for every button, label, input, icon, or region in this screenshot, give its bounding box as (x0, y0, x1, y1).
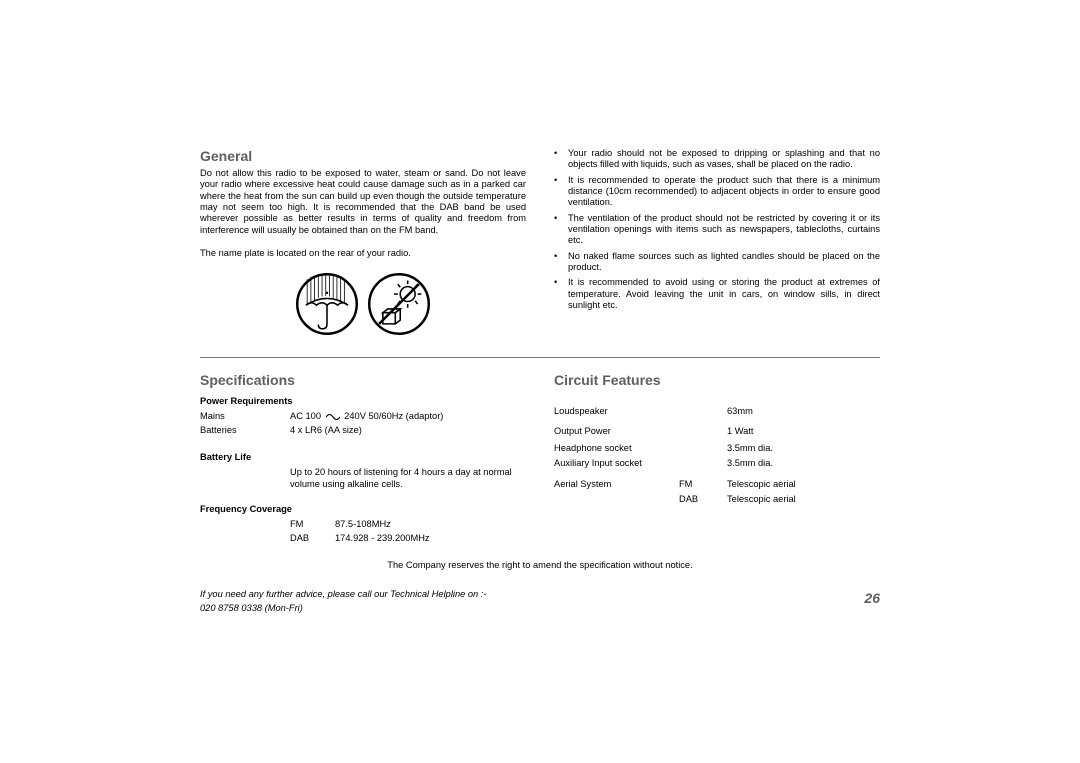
top-section: General Do not allow this radio to be ex… (200, 148, 880, 335)
no-heat-icon (368, 273, 430, 335)
general-para2: The name plate is located on the rear of… (200, 248, 526, 259)
bullet-item: Your radio should not be exposed to drip… (554, 148, 880, 171)
safety-icons (200, 273, 526, 335)
circuit-value: 1 Watt (727, 422, 880, 442)
helpline-text1: If you need any further advice, please c… (200, 588, 880, 601)
general-column: General Do not allow this radio to be ex… (200, 148, 526, 335)
batteries-label: Batteries (200, 424, 290, 438)
page-footer: If you need any further advice, please c… (200, 588, 880, 615)
bullet-item: No naked flame sources such as lighted c… (554, 251, 880, 274)
circuit-band (679, 402, 727, 422)
circuit-value: 63mm (727, 402, 880, 422)
bottom-section: Specifications Power Requirements Mains … (200, 372, 880, 546)
ac-sine-icon (326, 412, 340, 422)
circuit-band: DAB (679, 492, 727, 507)
section-divider (200, 357, 880, 358)
circuit-band (679, 422, 727, 442)
safety-bullets: Your radio should not be exposed to drip… (554, 148, 880, 311)
bullets-column: Your radio should not be exposed to drip… (554, 148, 880, 335)
mains-post: 240V 50/60Hz (adaptor) (342, 411, 444, 421)
freq-dab-label: DAB (290, 532, 335, 546)
mains-value: AC 100 240V 50/60Hz (adaptor) (290, 410, 526, 424)
bullet-item: It is recommended to operate the product… (554, 175, 880, 209)
page-number: 26 (864, 590, 880, 606)
circuit-label (554, 492, 679, 507)
circuit-row: DAB Telescopic aerial (554, 492, 880, 507)
freq-dab-value: 174.928 - 239.200MHz (335, 532, 430, 546)
circuit-value: Telescopic aerial (727, 492, 880, 507)
circuit-heading: Circuit Features (554, 372, 880, 388)
no-moisture-icon (296, 273, 358, 335)
mains-label: Mains (200, 410, 290, 424)
circuit-value: 3.5mm dia. (727, 456, 880, 471)
power-req-heading: Power Requirements (200, 396, 526, 406)
circuit-label: Auxiliary Input socket (554, 456, 679, 471)
bullet-item: It is recommended to avoid using or stor… (554, 277, 880, 311)
circuit-label: Aerial System (554, 477, 679, 492)
specs-heading: Specifications (200, 372, 526, 388)
amendment-notice: The Company reserves the right to amend … (200, 560, 880, 570)
circuit-row: Aerial System FM Telescopic aerial (554, 477, 880, 492)
battery-life-heading: Battery Life (200, 452, 526, 462)
circuit-band (679, 456, 727, 471)
circuit-label: Loudspeaker (554, 402, 679, 422)
freq-dab-row: DAB 174.928 - 239.200MHz (200, 532, 526, 546)
general-heading: General (200, 148, 526, 164)
battery-life-value: Up to 20 hours of listening for 4 hours … (290, 466, 526, 490)
circuit-value: Telescopic aerial (727, 477, 880, 492)
freq-fm-row: FM 87.5-108MHz (200, 518, 526, 532)
circuit-band: FM (679, 477, 727, 492)
circuit-band (679, 441, 727, 456)
circuit-row: Output Power 1 Watt (554, 422, 880, 442)
bullet-item: The ventilation of the product should no… (554, 213, 880, 247)
freq-fm-value: 87.5-108MHz (335, 518, 391, 532)
general-para1: Do not allow this radio to be exposed to… (200, 168, 526, 236)
mains-row: Mains AC 100 240V 50/60Hz (adaptor) (200, 410, 526, 424)
batteries-row: Batteries 4 x LR6 (AA size) (200, 424, 526, 438)
circuit-column: Circuit Features Loudspeaker 63mm Output… (554, 372, 880, 546)
circuit-row: Auxiliary Input socket 3.5mm dia. (554, 456, 880, 471)
helpline-text2: 020 8758 0338 (Mon-Fri) (200, 602, 880, 615)
circuit-value: 3.5mm dia. (727, 441, 880, 456)
freq-fm-label: FM (290, 518, 335, 532)
circuit-row: Loudspeaker 63mm (554, 402, 880, 422)
mains-pre: AC 100 (290, 411, 324, 421)
manual-page: General Do not allow this radio to be ex… (200, 148, 880, 615)
batteries-value: 4 x LR6 (AA size) (290, 424, 526, 438)
specs-column: Specifications Power Requirements Mains … (200, 372, 526, 546)
circuit-row: Headphone socket 3.5mm dia. (554, 441, 880, 456)
circuit-label: Output Power (554, 422, 679, 442)
circuit-label: Headphone socket (554, 441, 679, 456)
battery-life-row: Up to 20 hours of listening for 4 hours … (200, 466, 526, 490)
freq-coverage-heading: Frequency Coverage (200, 504, 526, 514)
